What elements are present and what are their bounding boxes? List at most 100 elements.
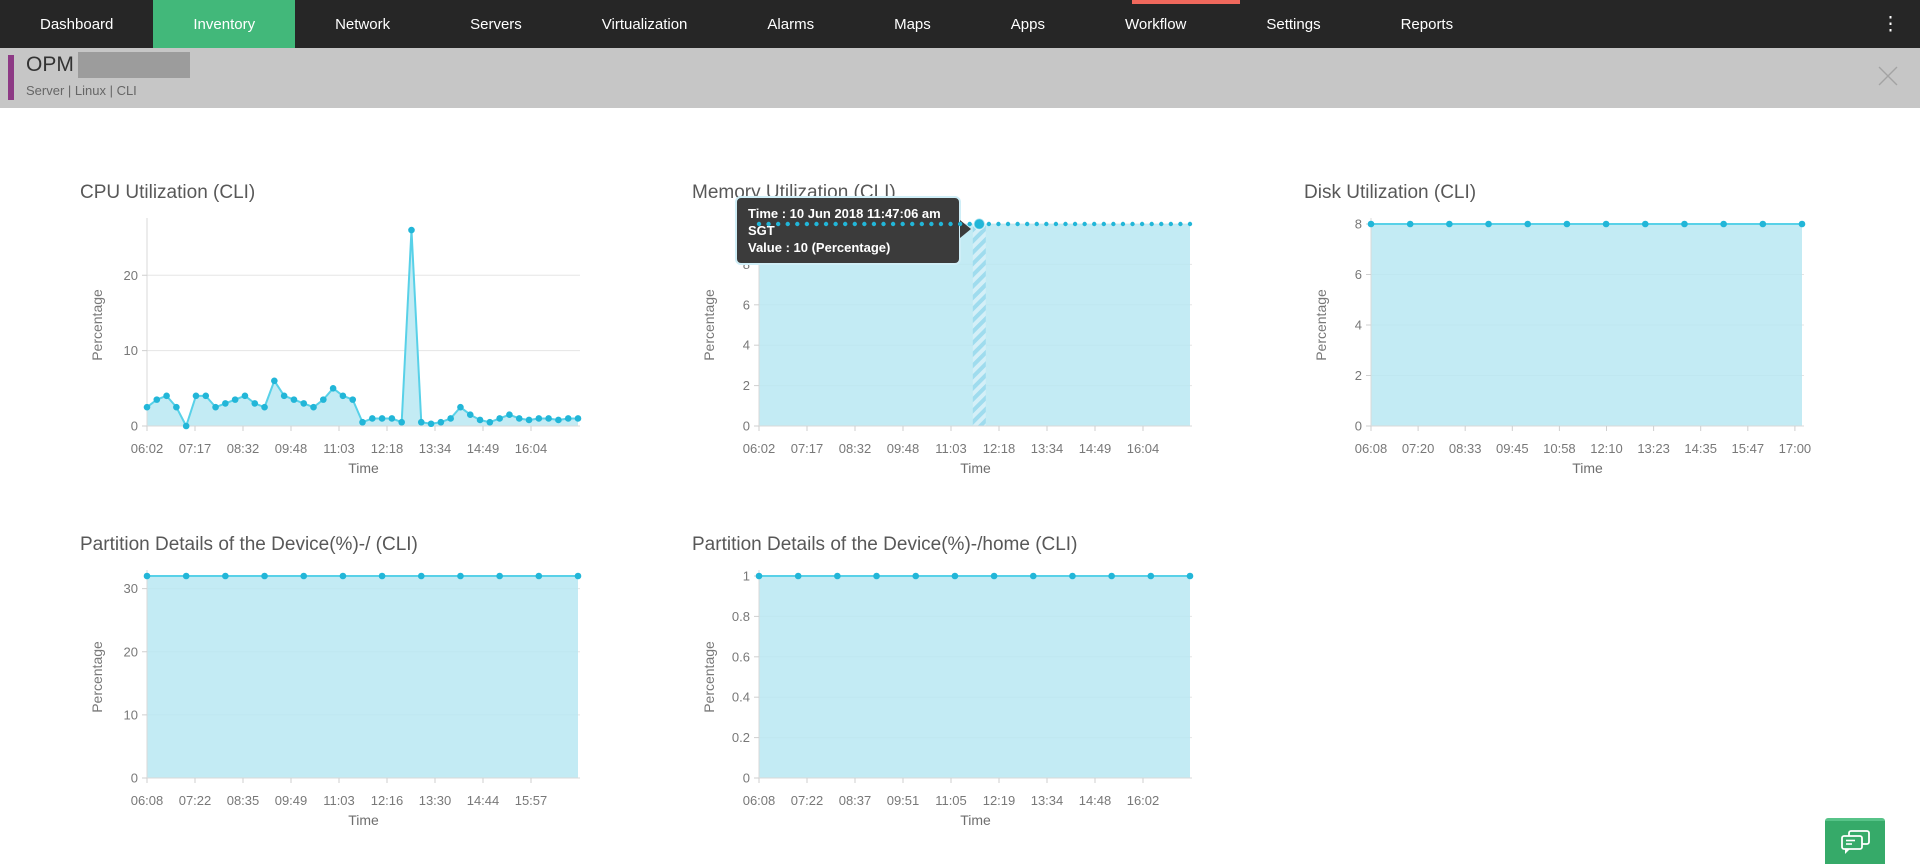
nav-tab-settings[interactable]: Settings	[1266, 15, 1321, 33]
svg-text:17:00: 17:00	[1779, 441, 1812, 456]
chat-bubbles-icon	[1841, 830, 1870, 854]
chart-cpu-utilization: CPU Utilization (CLI) 0 10 20 06:02 07:17 08:…	[80, 168, 640, 503]
svg-text:14:35: 14:35	[1684, 441, 1717, 456]
svg-text:14:49: 14:49	[1079, 441, 1112, 456]
svg-text:20: 20	[124, 644, 138, 659]
svg-text:8: 8	[1355, 217, 1362, 232]
top-nav: Dashboard Inventory Network Servers Virt…	[0, 0, 1920, 48]
svg-text:07:17: 07:17	[179, 441, 212, 456]
svg-text:08:37: 08:37	[839, 793, 872, 808]
nav-tab-dashboard[interactable]: Dashboard	[40, 15, 114, 33]
chart-title: CPU Utilization (CLI)	[80, 182, 256, 203]
svg-text:13:34: 13:34	[1031, 793, 1064, 808]
svg-text:12:10: 12:10	[1590, 441, 1623, 456]
close-icon[interactable]	[1876, 64, 1900, 88]
svg-text:10: 10	[124, 707, 138, 722]
nav-tab-virtualization[interactable]: Virtualization	[601, 15, 688, 33]
svg-text:08:35: 08:35	[227, 793, 260, 808]
nav-tab-reports[interactable]: Reports	[1400, 15, 1454, 33]
svg-text:0.8: 0.8	[732, 609, 750, 624]
svg-text:0.6: 0.6	[732, 649, 750, 664]
svg-text:09:48: 09:48	[887, 441, 920, 456]
svg-text:6: 6	[1355, 267, 1362, 282]
chart-tooltip: Time : 10 Jun 2018 11:47:06 am SGT Value…	[735, 196, 971, 265]
nav-tab-apps[interactable]: Apps	[1010, 15, 1045, 33]
svg-text:2: 2	[1355, 368, 1362, 383]
svg-text:06:08: 06:08	[131, 793, 164, 808]
svg-text:Percentage: Percentage	[701, 289, 717, 361]
svg-text:07:17: 07:17	[791, 441, 824, 456]
svg-text:Percentage: Percentage	[89, 289, 105, 361]
svg-text:13:34: 13:34	[1031, 441, 1064, 456]
svg-text:06:02: 06:02	[131, 441, 164, 456]
svg-text:1: 1	[743, 569, 750, 584]
svg-text:12:18: 12:18	[371, 441, 404, 456]
svg-text:09:48: 09:48	[275, 441, 308, 456]
chart-plot-area[interactable]: 0 2 4 6 8 06:08 07:20 08:33 09:45 10:58 12:10 13:23…	[1304, 208, 1864, 480]
svg-text:10: 10	[124, 343, 138, 358]
svg-text:08:33: 08:33	[1449, 441, 1482, 456]
alert-indicator-strip	[1132, 0, 1240, 4]
svg-text:0: 0	[131, 771, 138, 786]
svg-text:20: 20	[124, 268, 138, 283]
svg-text:13:23: 13:23	[1637, 441, 1670, 456]
svg-text:11:03: 11:03	[323, 793, 355, 808]
svg-text:11:03: 11:03	[323, 441, 355, 456]
svg-text:Time: Time	[1572, 460, 1603, 476]
svg-text:13:30: 13:30	[419, 793, 452, 808]
svg-text:Time: Time	[960, 812, 991, 828]
svg-text:6: 6	[743, 297, 750, 312]
redacted-device-name	[77, 52, 190, 78]
accent-bar	[8, 55, 14, 100]
nav-tab-maps[interactable]: Maps	[894, 15, 931, 33]
device-title: OPM	[26, 53, 74, 76]
svg-text:2: 2	[743, 378, 750, 393]
svg-text:0: 0	[131, 419, 138, 434]
chart-plot-area[interactable]: 0 10 20 06:02 07:17 08:32 09:48 11:03 12:18 13:34…	[80, 208, 640, 480]
chat-widget-button[interactable]	[1825, 818, 1885, 864]
svg-text:07:22: 07:22	[791, 793, 824, 808]
svg-text:Percentage: Percentage	[89, 641, 105, 713]
svg-text:Percentage: Percentage	[701, 641, 717, 713]
svg-text:12:16: 12:16	[371, 793, 404, 808]
svg-text:09:51: 09:51	[887, 793, 920, 808]
tooltip-time: Time : 10 Jun 2018 11:47:06 am SGT	[748, 206, 941, 238]
chart-plot-area[interactable]: 0 10 20 30 06:08 07:22 08:35 09:49 11:03 12:16 13:…	[80, 560, 640, 832]
svg-text:14:49: 14:49	[467, 441, 500, 456]
svg-text:16:04: 16:04	[1127, 441, 1160, 456]
chart-partition-home: Partition Details of the Device(%)-/home…	[692, 520, 1252, 855]
tooltip-value: Value : 10 (Percentage)	[748, 240, 891, 255]
nav-tab-workflow[interactable]: Workflow	[1124, 15, 1187, 33]
more-menu-icon[interactable]: ⋮	[1881, 13, 1900, 35]
device-subtitle: Server | Linux | CLI	[26, 83, 137, 98]
nav-tab-network[interactable]: Network	[335, 15, 391, 33]
svg-text:0: 0	[743, 771, 750, 786]
svg-text:11:03: 11:03	[935, 441, 967, 456]
svg-text:12:18: 12:18	[983, 441, 1016, 456]
svg-text:08:32: 08:32	[227, 441, 260, 456]
chart-plot-area[interactable]: 0 0.2 0.4 0.6 0.8 1 06:08 07:22 08:37 09:51 11:05 1…	[692, 560, 1252, 832]
svg-text:06:08: 06:08	[743, 793, 776, 808]
svg-text:09:49: 09:49	[275, 793, 308, 808]
svg-text:09:45: 09:45	[1496, 441, 1529, 456]
svg-text:4: 4	[1355, 318, 1362, 333]
chart-partition-root: Partition Details of the Device(%)-/ (CL…	[80, 520, 640, 855]
chart-title: Partition Details of the Device(%)-/home…	[692, 534, 1078, 555]
svg-text:15:47: 15:47	[1732, 441, 1765, 456]
svg-text:4: 4	[743, 338, 750, 353]
svg-text:Percentage: Percentage	[1313, 289, 1329, 361]
device-header: OPM Server | Linux | CLI	[0, 48, 1920, 108]
chart-title: Disk Utilization (CLI)	[1304, 182, 1477, 203]
nav-tab-servers[interactable]: Servers	[470, 15, 522, 33]
svg-text:06:02: 06:02	[743, 441, 776, 456]
svg-text:11:05: 11:05	[935, 793, 967, 808]
nav-tab-inventory[interactable]: Inventory	[153, 0, 296, 48]
chart-title: Partition Details of the Device(%)-/ (CL…	[80, 534, 418, 555]
svg-text:0.4: 0.4	[732, 690, 750, 705]
nav-tab-alarms[interactable]: Alarms	[767, 15, 815, 33]
svg-text:06:08: 06:08	[1355, 441, 1388, 456]
svg-text:Time: Time	[960, 460, 991, 476]
svg-text:Time: Time	[348, 460, 379, 476]
svg-text:0: 0	[743, 419, 750, 434]
chart-disk-utilization: Disk Utilization (CLI) 0 2 4 6 8 06:08 07:20 08…	[1304, 168, 1864, 503]
